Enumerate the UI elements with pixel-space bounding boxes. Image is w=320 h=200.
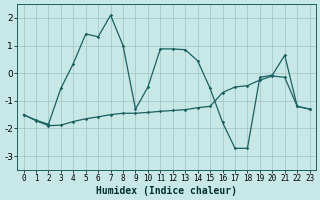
X-axis label: Humidex (Indice chaleur): Humidex (Indice chaleur) [96,186,237,196]
